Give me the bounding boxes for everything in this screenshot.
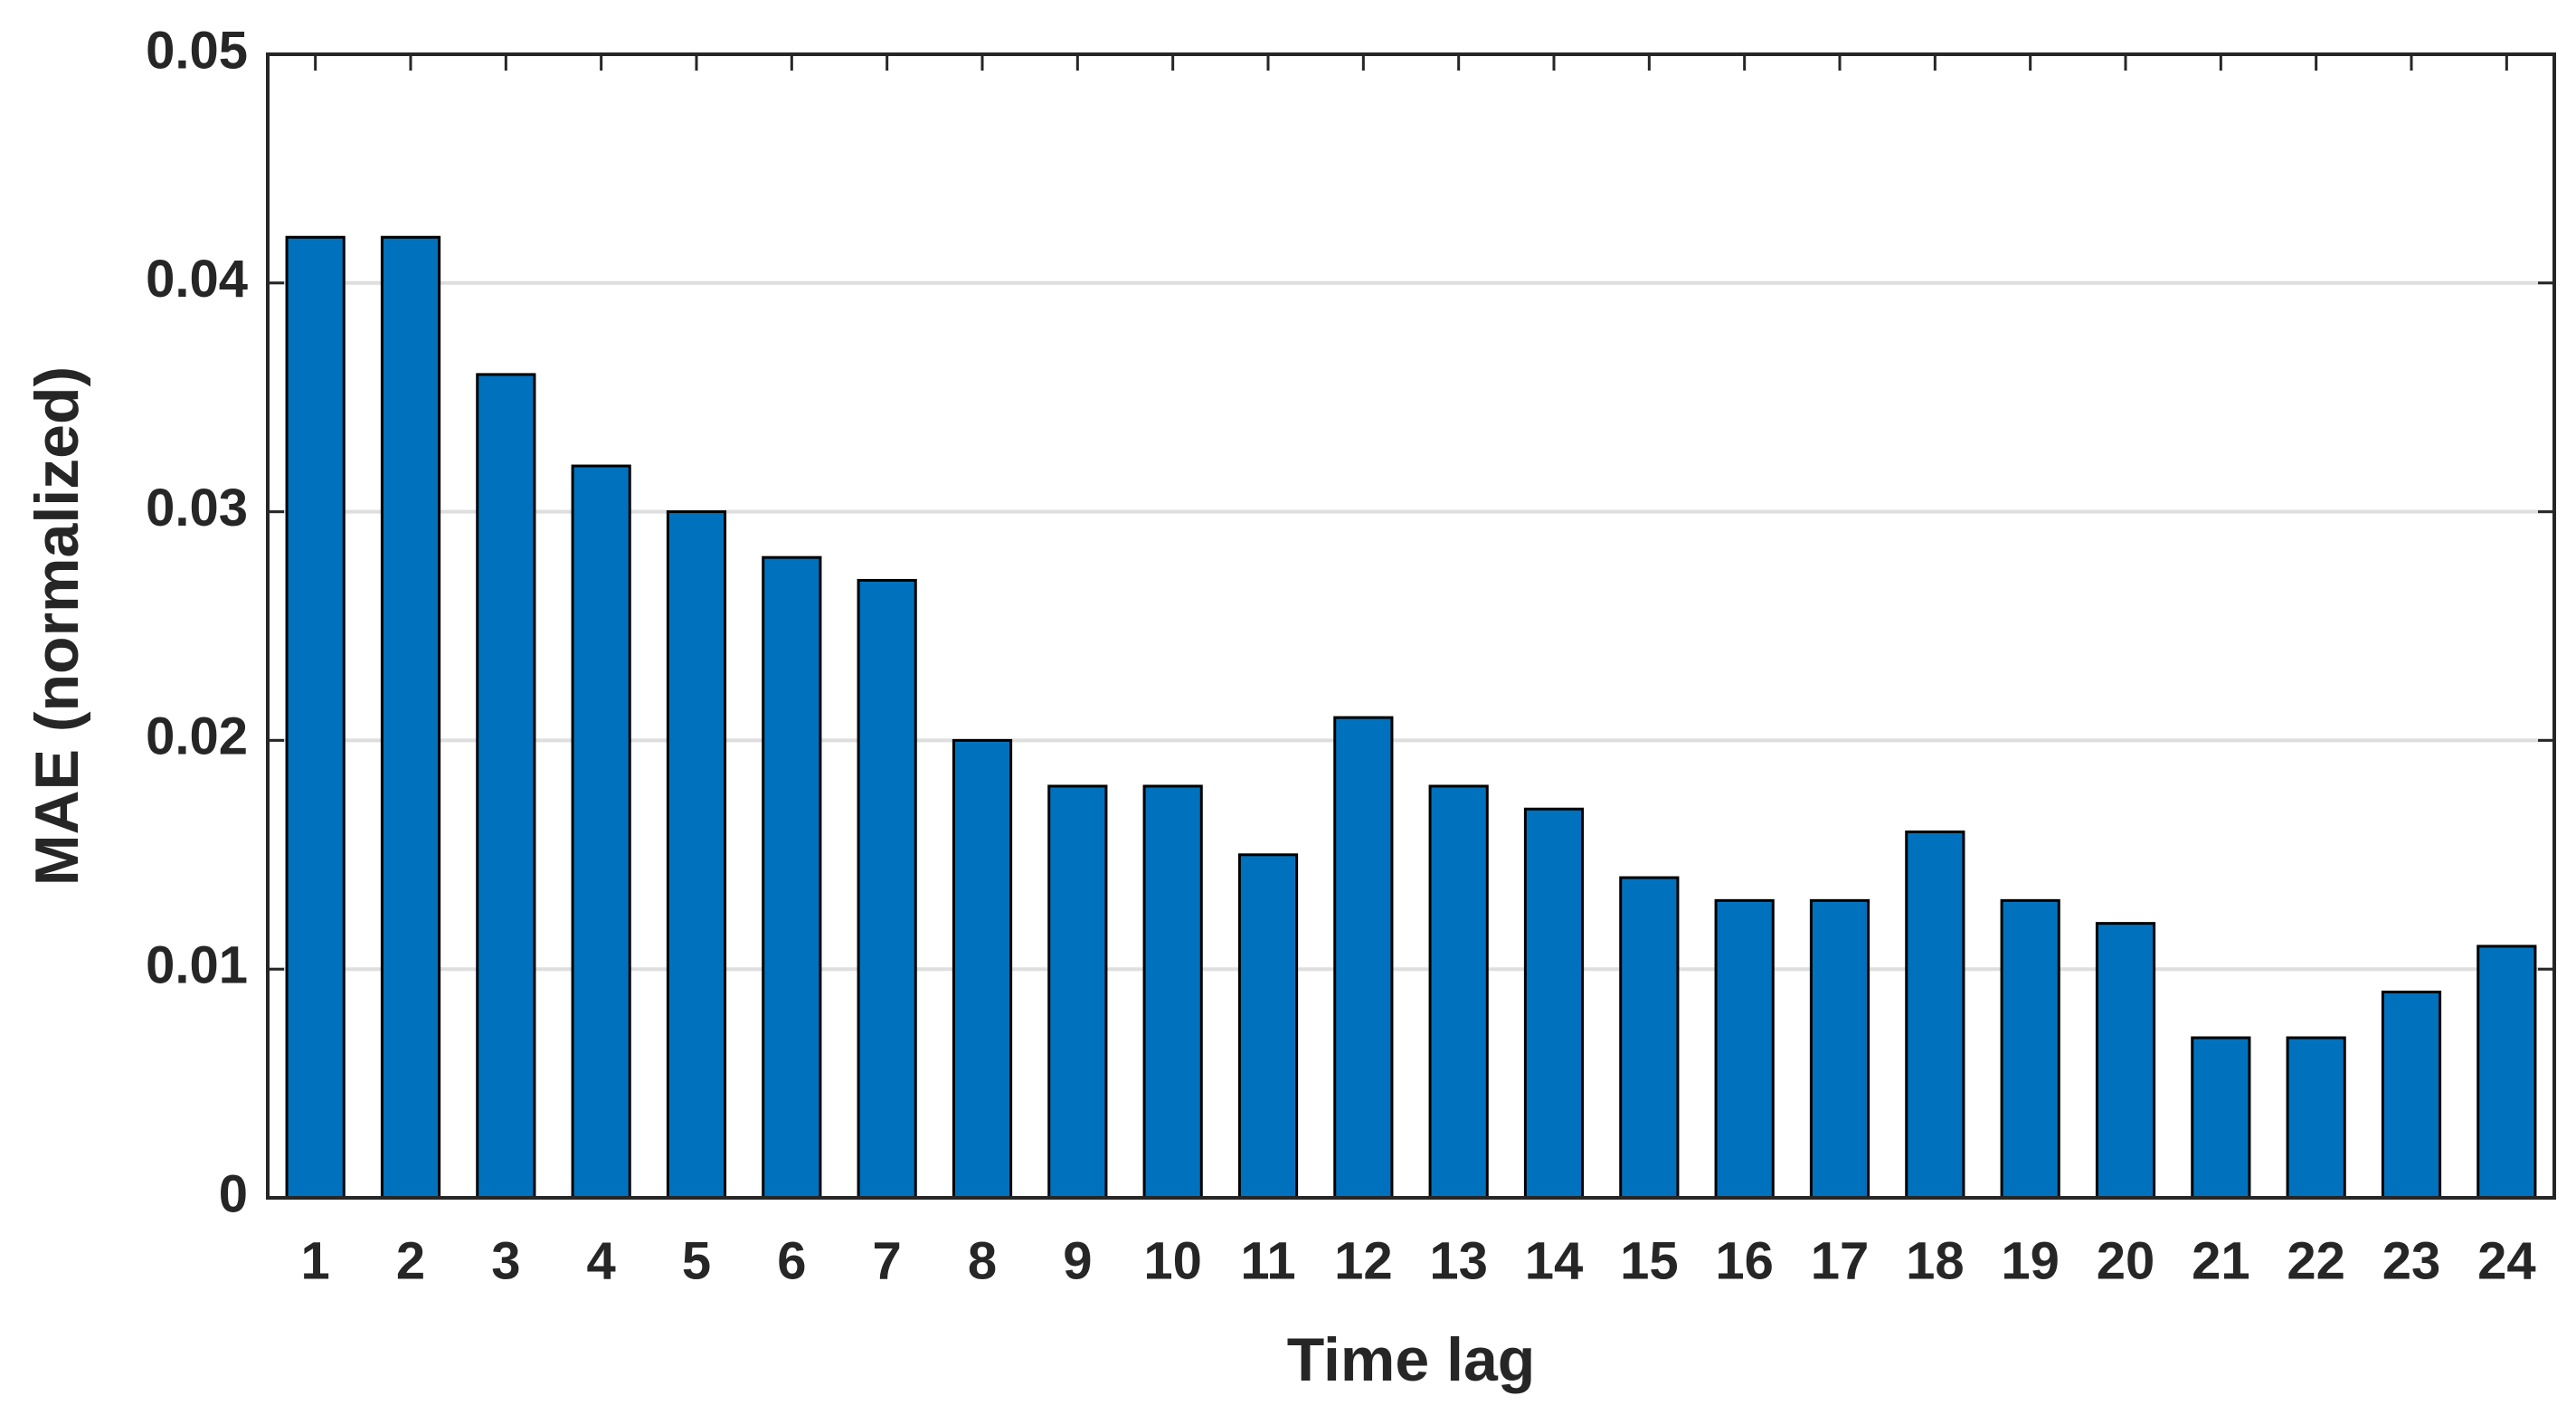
x-tick-label: 4	[587, 1231, 616, 1290]
x-tick-label: 11	[1240, 1231, 1295, 1290]
bar	[2000, 898, 2060, 1200]
bar	[2191, 1036, 2251, 1200]
x-tick-label: 19	[2001, 1231, 2060, 1290]
y-tick-label: 0.03	[146, 479, 248, 537]
y-tick-label: 0	[219, 1164, 248, 1223]
bar	[1047, 784, 1108, 1200]
bar	[2381, 990, 2442, 1200]
bar	[571, 464, 631, 1200]
bar	[476, 373, 536, 1200]
bar	[1905, 831, 1965, 1200]
x-tick-label: 8	[968, 1231, 997, 1290]
bar	[1523, 807, 1585, 1200]
x-tick-label: 1	[301, 1231, 330, 1290]
bar	[380, 235, 441, 1200]
bar	[1428, 784, 1489, 1200]
x-tick-label: 18	[1906, 1231, 1965, 1290]
bar	[1619, 876, 1680, 1200]
x-tick-label: 24	[2477, 1231, 2536, 1290]
x-tick-label: 17	[1811, 1231, 1870, 1290]
x-tick-label: 7	[873, 1231, 902, 1290]
y-axis-label: MAE (normalized)	[23, 366, 91, 886]
bar	[1142, 784, 1203, 1200]
y-tick-label: 0.01	[146, 936, 248, 995]
x-tick-label: 13	[1429, 1231, 1488, 1290]
y-tick-label: 0.02	[146, 707, 248, 766]
x-tick-label: 5	[682, 1231, 711, 1290]
y-tick-label: 0.04	[146, 250, 248, 309]
bar	[1333, 716, 1394, 1200]
x-tick-label: 14	[1525, 1231, 1584, 1290]
bar	[666, 510, 727, 1200]
x-tick-label: 2	[396, 1231, 425, 1290]
x-tick-label: 12	[1334, 1231, 1393, 1290]
bar	[857, 578, 917, 1200]
x-tick-label: 15	[1620, 1231, 1679, 1290]
bar	[1809, 898, 1870, 1200]
x-tick-label: 21	[2192, 1231, 2250, 1290]
plot-frame	[266, 52, 2556, 1200]
x-tick-label: 20	[2097, 1231, 2155, 1290]
bar	[285, 235, 346, 1200]
bar	[2095, 922, 2156, 1200]
x-axis-label: Time lag	[1287, 1325, 1536, 1394]
bar	[762, 555, 822, 1200]
x-tick-label: 6	[777, 1231, 806, 1290]
bar	[2477, 945, 2537, 1200]
x-tick-label: 23	[2382, 1231, 2441, 1290]
x-tick-label: 3	[491, 1231, 520, 1290]
bar	[1714, 898, 1775, 1200]
bar	[1237, 853, 1299, 1200]
x-tick-label: 10	[1143, 1231, 1202, 1290]
x-tick-label: 16	[1715, 1231, 1774, 1290]
y-tick-label: 0.05	[146, 21, 248, 80]
bar	[2286, 1036, 2346, 1200]
x-tick-label: 9	[1063, 1231, 1092, 1290]
bar	[952, 738, 1013, 1200]
x-tick-label: 22	[2287, 1231, 2345, 1290]
